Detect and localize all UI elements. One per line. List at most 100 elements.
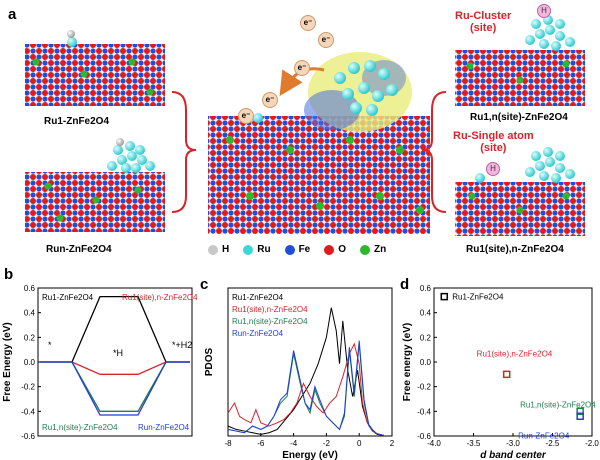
title-ru-single: Ru-Single atom (site) [453,130,534,154]
x-tick-label: -6 [257,439,265,448]
panel-b-label: b [4,266,14,283]
caption-run: Run-ZnFe2O4 [46,244,112,255]
legend-item-fe: Fe [284,244,311,255]
h-atom-cluster: H [537,4,551,18]
caption-ru1: Ru1-ZnFe2O4 [44,116,110,127]
y-tick-label: -0.6 [417,432,431,441]
legend-label: H [222,244,230,255]
legend-label-0: Ru1-ZnFe2O4 [232,293,284,302]
atom-legend: H Ru Fe O Zn [208,244,386,255]
x-tick-label: -2.0 [585,439,599,448]
y-tick-label: -0.6 [21,432,35,441]
legend-dot-icon [243,244,254,255]
x-axis-label: d band center [480,450,547,460]
pdos-series-0 [227,307,384,436]
slab-ru1n-site [455,15,585,106]
electron-3: e⁻ [294,60,310,76]
legend-label: Fe [298,244,311,255]
scatter-point-3 [576,412,584,421]
point-label-2: Ru1,n(site)-ZnFe2O4 [520,400,596,409]
x-tick-label: -2.5 [546,439,560,448]
pdos-series-3 [227,340,384,436]
legend-label-2: Ru1,n(site)-ZnFe2O4 [232,317,308,326]
scatter-point-0 [440,292,449,301]
y-tick-label: 0.2 [24,333,36,342]
slab-ru1site-n [455,147,585,236]
state-label-h2: *+H2 [172,340,192,350]
legend-item-o: O [324,244,346,255]
y-tick-label: 0.0 [24,358,36,367]
series-line-2 [40,361,190,412]
electron-1: e⁻ [300,15,316,31]
legend-label: Ru [257,244,271,255]
electron-5: e⁻ [238,108,254,124]
point-label-0: Ru1-ZnFe2O4 [452,293,504,302]
chart-b: -0.6 -0.4 -0.2 0.0 0.2 0.4 0.6 Free Energy (eV)… [2,284,198,441]
panel-a-structures [25,15,585,236]
x-tick-label: -4.0 [427,439,441,448]
panel-a-label: a [8,6,17,23]
y-tick-label: -0.4 [417,407,431,416]
electron-2: e⁻ [318,32,334,48]
x-axis-label: Energy (eV) [282,450,338,460]
legend-dot-icon [284,244,295,255]
plot-frame [433,287,593,437]
x-tick-label: 2 [390,439,395,448]
caption-ru1site-n: Ru1(site),n-ZnFe2O4 [466,244,564,255]
point-label-3: Run-ZnFe2O4 [518,431,570,440]
legend-dot-icon [324,244,335,255]
series-label-run: Run-ZnFe2O4 [138,423,190,432]
state-label-initial: * [48,340,52,350]
point-label-1: Ru1(site),n-ZnFe2O4 [477,349,553,358]
y-tick-label: 0.4 [420,309,432,318]
x-tick-label: -2 [323,439,331,448]
pdos-series-1 [227,342,384,436]
y-tick-label: 0.0 [420,358,432,367]
y-axis-label: PDOS [204,348,215,377]
electron-4: e⁻ [262,92,278,108]
legend-item-ru: Ru [243,244,271,255]
slab-center [208,52,430,234]
x-tick-label: -3.5 [467,439,481,448]
left-brace [171,91,197,213]
x-tick-label: -4 [290,439,298,448]
legend-label-1: Ru1(site),n-ZnFe2O4 [232,305,308,314]
legend-item-zn: Zn [360,244,386,255]
legend-label: O [338,244,347,255]
slab-run [25,138,165,232]
plot-frame [227,287,393,437]
legend-dot-icon [360,244,371,255]
series-label-ru1: Ru1-ZnFe2O4 [42,293,94,302]
x-tick-label: 0 [357,439,362,448]
series-line-3 [40,361,190,416]
title-ru-cluster: Ru-Cluster (site) [455,10,512,34]
series-label-ru1nsite: Ru1,n(site)-ZnFe2O4 [42,423,118,432]
state-label-h: *H [113,348,123,358]
slab-ru1 [25,30,165,106]
y-tick-label: 0.6 [24,284,36,293]
caption-ru1n-site: Ru1,n(site)-ZnFe2O4 [470,112,568,123]
panel-c-label: c [200,276,209,293]
y-tick-label: -0.2 [417,383,431,392]
x-tick-label: -8 [224,439,232,448]
y-axis-label: Free Energy (eV) [2,322,13,401]
panel-d-label: d [400,276,410,293]
series-line-1 [40,361,190,375]
scatter-point-2 [576,407,584,416]
chart-c: -8 -6 -4 -2 0 2 Energy (eV) PDOS Ru1-ZnFe2O4 Ru1(… [204,287,395,460]
y-tick-label: 0.4 [24,309,36,318]
right-brace [421,91,447,213]
legend-dot-icon [208,244,218,255]
h-atom-single: H [486,162,500,176]
x-tick-label: -3.0 [506,439,520,448]
scatter-point-1 [502,370,511,379]
series-label-ru1site: Ru1(site),n-ZnFe2O4 [122,293,198,302]
y-tick-label: 0.6 [420,284,432,293]
y-tick-label: -0.2 [21,383,35,392]
y-tick-label: -0.4 [21,407,35,416]
legend-item-h: H [208,244,229,255]
y-axis-label: Free energy (eV) [402,323,413,401]
legend-label: Zn [374,244,387,255]
chart-d: -4.0 -3.5 -3.0 -2.5 -2.0 -0.6 -0.4 -0.2 0.0 0.2 0.… [402,284,599,460]
legend-label-3: Run-ZnFe2O4 [232,329,284,338]
